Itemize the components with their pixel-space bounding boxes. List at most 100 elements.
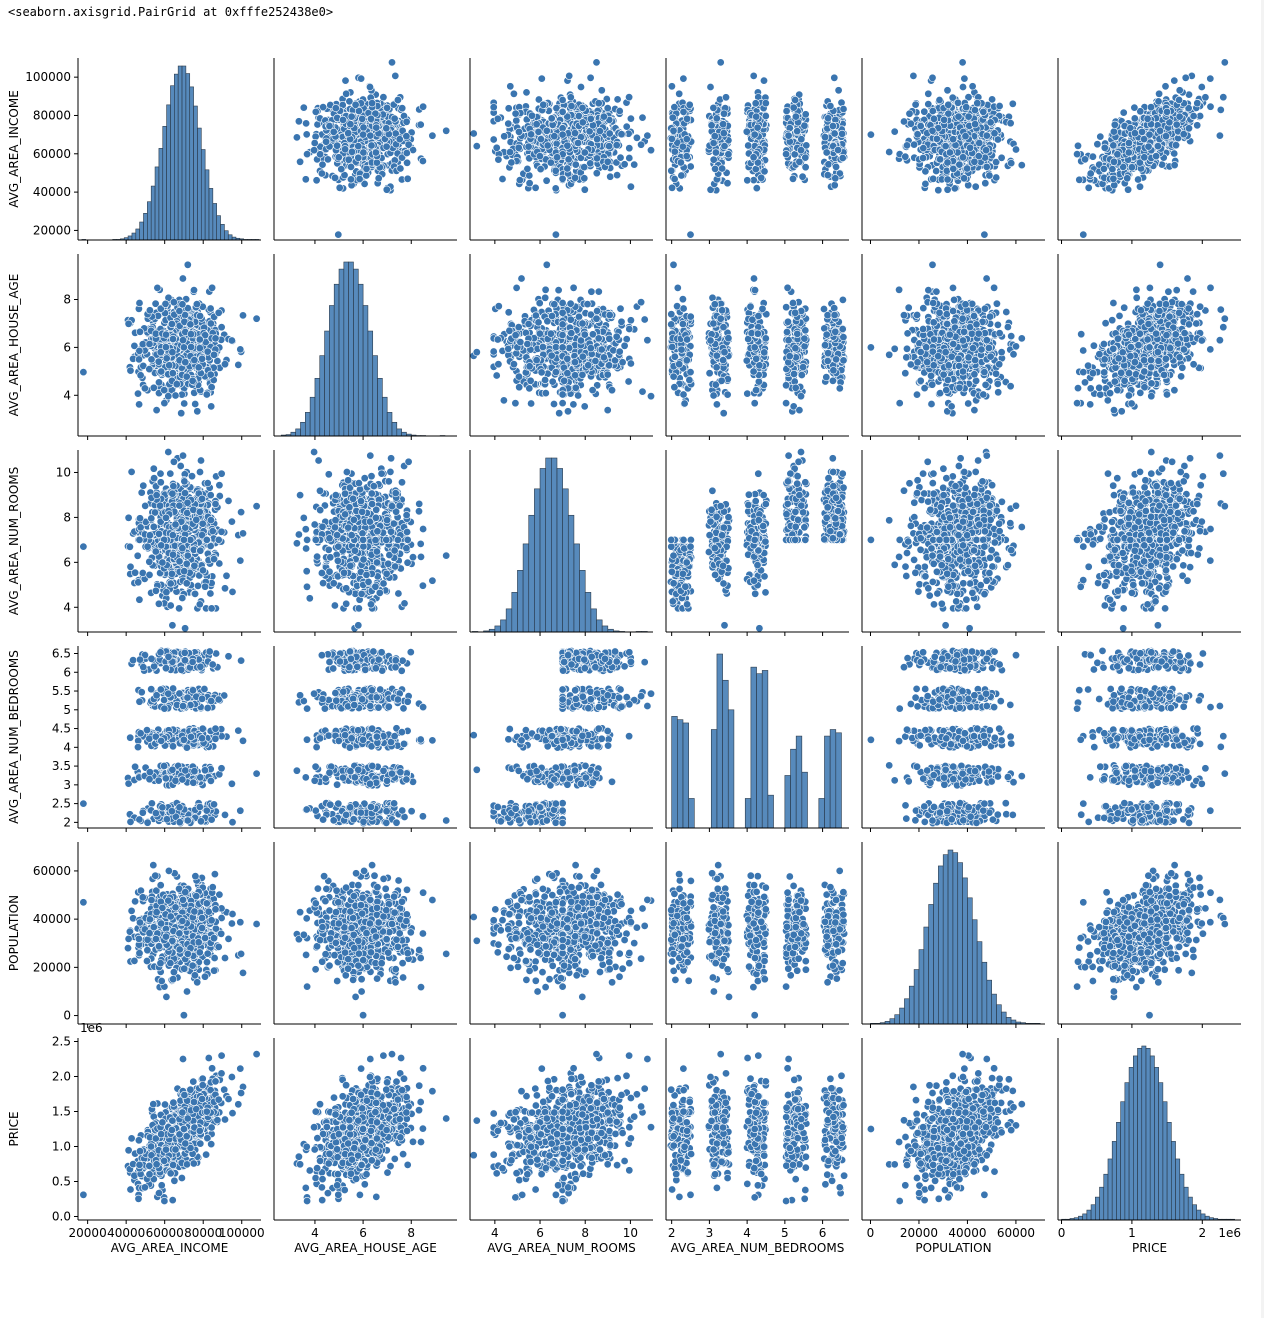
scatter-point <box>543 141 552 150</box>
scatter-point <box>418 157 427 166</box>
scatter-point <box>1145 130 1154 139</box>
histogram-bar <box>343 261 349 437</box>
scrollbar[interactable] <box>1261 0 1264 1318</box>
scatter-point <box>719 409 728 418</box>
scatter-point <box>605 142 614 151</box>
scatter-point <box>667 166 676 175</box>
scatter-point <box>494 155 503 164</box>
scatter-point <box>677 171 686 180</box>
scatter-point <box>334 153 343 162</box>
scatter-point <box>679 74 688 83</box>
scatter-point <box>517 274 526 283</box>
scatter-point <box>605 310 614 319</box>
scatter-point <box>558 130 567 139</box>
scatter-point <box>821 133 830 142</box>
scatter-point <box>322 137 331 146</box>
scatter-point <box>532 356 541 365</box>
scatter-point <box>801 163 810 172</box>
pair-panel-avg_area_num_rooms-vs-avg_area_house_age <box>469 254 655 440</box>
scatter-point <box>136 327 145 336</box>
scatter-point <box>1130 103 1139 112</box>
scatter-point <box>551 343 560 352</box>
scatter-point <box>192 300 201 309</box>
scatter-point <box>719 120 728 129</box>
scatter-point <box>668 183 677 192</box>
scatter-point <box>382 142 391 151</box>
scatter-point <box>535 329 544 338</box>
scatter-point <box>160 399 169 408</box>
scatter-point <box>823 171 832 180</box>
scatter-point <box>337 165 346 174</box>
scatter-point <box>527 399 536 408</box>
scatter-point <box>546 158 555 167</box>
scatter-point <box>569 283 578 292</box>
scatter-point <box>682 152 691 161</box>
scatter-point <box>1109 141 1118 150</box>
scatter-point <box>1088 152 1097 161</box>
scatter-point <box>207 402 216 411</box>
scatter-point <box>525 179 534 188</box>
scatter-point <box>1155 89 1164 98</box>
scatter-point <box>796 146 805 155</box>
scatter-point <box>494 302 503 311</box>
scatter-point <box>489 103 498 112</box>
scatter-point <box>595 127 604 136</box>
scatter-point <box>169 298 178 307</box>
scatter-point <box>1081 155 1090 164</box>
scatter-point <box>753 123 762 132</box>
scatter-point <box>1138 127 1147 136</box>
scatter-point <box>580 163 589 172</box>
scatter-point <box>550 132 559 141</box>
scatter-point <box>913 130 922 139</box>
scatter-point <box>124 319 133 328</box>
scatter-point <box>711 164 720 173</box>
scatter-point <box>910 140 919 149</box>
scatter-point <box>294 117 303 126</box>
scatter-point <box>981 179 990 188</box>
scatter-point <box>354 142 363 151</box>
scatter-point <box>499 396 508 405</box>
scatter-point <box>943 158 952 167</box>
scatter-point <box>824 114 833 123</box>
scatter-point <box>584 361 593 370</box>
pair-panel-avg_area_house_age-vs-avg_area_income <box>273 58 457 244</box>
scatter-point <box>347 147 356 156</box>
scatter-point <box>346 162 355 171</box>
scatter-point <box>625 154 634 163</box>
scatter-point <box>310 146 319 155</box>
scatter-point <box>302 130 311 139</box>
scatter-point <box>523 164 532 173</box>
scatter-point <box>217 323 226 332</box>
scatter-point <box>428 131 437 140</box>
scatter-point <box>1100 143 1109 152</box>
scatter-point <box>613 171 622 180</box>
scatter-point <box>335 183 344 192</box>
scatter-point <box>831 174 840 183</box>
scatter-point <box>351 100 360 109</box>
scatter-point <box>347 112 356 121</box>
scatter-point <box>1127 163 1136 172</box>
histogram-bar <box>166 104 171 241</box>
pair-panel-avg_area_income-vs-avg_area_income <box>74 58 261 244</box>
scatter-point <box>514 323 523 332</box>
scatter-point <box>198 354 207 363</box>
scatter-point <box>179 336 188 345</box>
scatter-point <box>670 103 679 112</box>
scatter-point <box>675 89 684 98</box>
scatter-point <box>637 140 646 149</box>
scatter-point <box>626 182 635 191</box>
scatter-point <box>547 114 556 123</box>
scatter-point <box>943 86 952 95</box>
scatter-point <box>574 312 583 321</box>
scatter-point <box>1113 150 1122 159</box>
scatter-point <box>683 114 692 123</box>
histogram-bar <box>189 86 194 241</box>
scatter-point <box>210 350 219 359</box>
scatter-point <box>752 184 761 193</box>
scatter-point <box>1175 86 1184 95</box>
scatter-point <box>709 139 718 148</box>
scatter-point <box>311 107 320 116</box>
scatter-point <box>180 399 189 408</box>
scatter-point <box>580 174 589 183</box>
scatter-point <box>710 132 719 141</box>
